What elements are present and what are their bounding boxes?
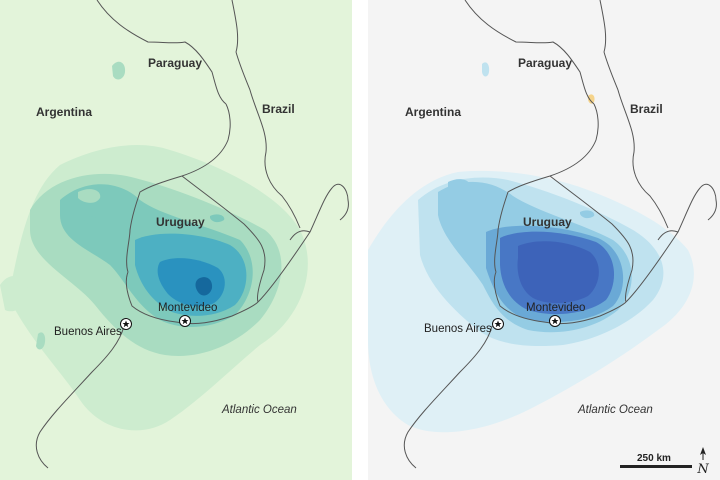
label-brazil: Brazil	[630, 102, 663, 116]
north-symbol: N	[696, 462, 709, 476]
label-montevideo: Montevideo	[526, 302, 586, 314]
rainfall-shading	[368, 62, 694, 433]
star-marker-icon	[179, 315, 191, 327]
north-arrow-icon: N	[696, 447, 709, 476]
rainfall-shading	[0, 61, 308, 431]
map-panel-left: Paraguay Argentina Brazil Uruguay Montev…	[0, 0, 352, 480]
label-montevideo: Montevideo	[158, 302, 218, 314]
map-svg-right	[368, 0, 720, 480]
label-uruguay: Uruguay	[523, 215, 572, 229]
map-panel-right: Paraguay Argentina Brazil Uruguay Montev…	[368, 0, 720, 480]
scale-bar	[620, 465, 692, 468]
star-marker-icon	[549, 315, 561, 327]
label-atlantic-ocean: Atlantic Ocean	[578, 404, 653, 416]
star-marker-icon	[120, 318, 132, 330]
label-argentina: Argentina	[405, 105, 462, 119]
country-borders	[35, 0, 349, 469]
label-atlantic-ocean: Atlantic Ocean	[222, 404, 297, 416]
label-brazil: Brazil	[262, 102, 295, 116]
label-argentina: Argentina	[36, 105, 93, 119]
country-borders	[403, 0, 717, 469]
label-paraguay: Paraguay	[148, 56, 203, 70]
label-buenos-aires: Buenos Aires	[54, 326, 122, 338]
city-markers-right	[492, 315, 561, 330]
map-svg-left	[0, 0, 352, 480]
label-paraguay: Paraguay	[518, 56, 573, 70]
city-markers-left	[120, 315, 191, 330]
label-buenos-aires: Buenos Aires	[424, 323, 492, 335]
star-marker-icon	[492, 318, 504, 330]
label-uruguay: Uruguay	[156, 215, 205, 229]
scale-label: 250 km	[637, 453, 671, 464]
